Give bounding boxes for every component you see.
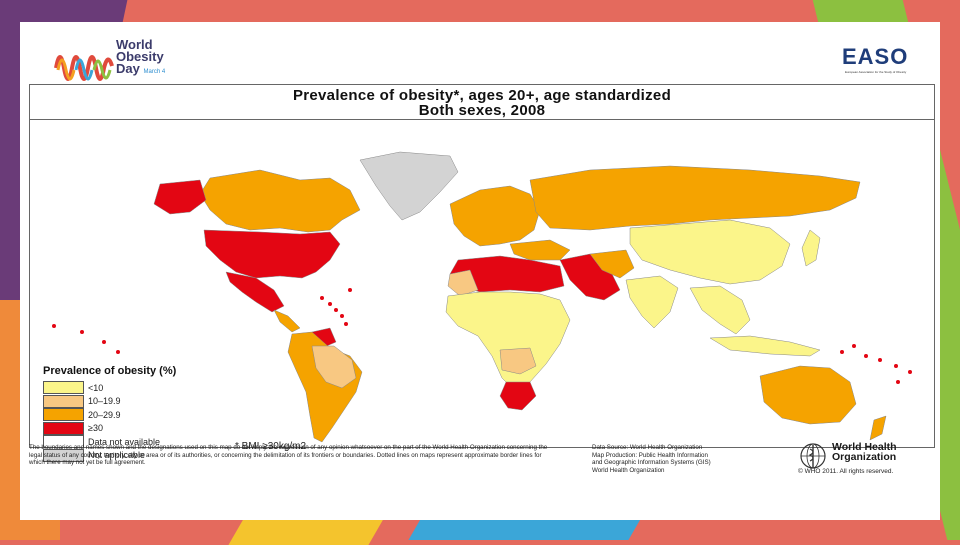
who-name-line: World Health: [832, 441, 897, 453]
region-indonesia: [709, 335, 821, 357]
region-greenland: [359, 151, 459, 221]
legend-item: 20–29.9: [43, 408, 176, 422]
world-obesity-day-logo: [54, 55, 114, 81]
world-map: [52, 151, 912, 443]
source-line: World Health Organization: [592, 466, 665, 474]
map-title-line-1: Prevalence of obesity*, ages 20+, age st…: [292, 87, 672, 104]
legend-swatch: [43, 421, 84, 435]
map-source: Data Source: World Health Organization M…: [592, 444, 802, 474]
region-brazil: [311, 345, 357, 389]
wod-line-2: Obesity: [116, 49, 164, 64]
who-name-line: Organization: [832, 451, 897, 463]
legend-item: Data not available: [43, 435, 176, 449]
region-new-zealand: [869, 415, 887, 441]
bmi-footnote: * BMI ≥30kg/m2: [235, 441, 307, 452]
region-canada: [199, 169, 361, 233]
region-central-africa: [499, 347, 537, 375]
legend-label: Data not available: [88, 436, 161, 447]
legend-label: 10–19.9: [88, 396, 121, 407]
map-title: Prevalence of obesity*, ages 20+, age st…: [30, 85, 934, 120]
region-pacific-islands: [52, 324, 912, 384]
who-map-frame: Prevalence of obesity*, ages 20+, age st…: [29, 84, 935, 462]
region-europe: [449, 185, 541, 247]
region-japan: [801, 229, 821, 267]
region-iran: [589, 249, 635, 279]
legend-item: 10–19.9: [43, 394, 176, 409]
who-name: World Health Organization: [832, 441, 897, 463]
region-mexico: [225, 271, 285, 313]
region-china: [629, 219, 791, 285]
legend-swatch: [43, 435, 84, 449]
region-southern-africa: [499, 381, 537, 411]
region-alaska: [153, 179, 207, 215]
region-caribbean: [320, 288, 352, 326]
region-sub-saharan-africa: [445, 291, 571, 393]
easo-subtitle: European Association for the Study of Ob…: [845, 70, 907, 74]
wod-line-1: World: [116, 37, 153, 52]
map-disclaimer: The boundaries and names shown and the d…: [29, 444, 548, 467]
legend-swatch: [43, 448, 84, 462]
legend-swatch: [43, 408, 84, 422]
region-southeast-asia: [689, 285, 751, 335]
world-obesity-day-text: World Obesity Day March 4: [116, 37, 166, 78]
source-line: and Geographic Information Systems (GIS): [592, 459, 711, 467]
who-emblem-icon: [800, 443, 826, 469]
wod-line-3: Day March 4: [116, 61, 166, 76]
legend-label: Not applicable: [88, 450, 146, 461]
region-australia: [759, 365, 857, 425]
legend-item: <10: [43, 381, 176, 395]
source-line: Data Source: World Health Organization: [592, 444, 703, 451]
region-central-america: [273, 309, 301, 333]
legend-item: Not applicable: [43, 448, 176, 463]
legend-title: Prevalence of obesity (%): [43, 365, 177, 377]
who-copyright: © WHO 2011. All rights reserved.: [798, 468, 894, 475]
region-west-africa-north: [447, 269, 479, 297]
region-usa: [203, 229, 341, 279]
slide: World Obesity Day March 4 EASO European …: [20, 22, 940, 520]
legend-label: <10: [88, 382, 104, 393]
map-title-line-2: Both sexes, 2008: [418, 102, 546, 119]
legend-label: 20–29.9: [88, 409, 121, 420]
region-south-asia: [625, 275, 679, 329]
easo-logo: EASO: [842, 44, 909, 69]
source-line: Map Production: Public Health Informatio…: [592, 451, 708, 459]
legend-item: ≥30: [43, 421, 176, 436]
legend-swatch: [43, 394, 84, 408]
map-legend: Prevalence of obesity (%) <10 10–19.9 20…: [43, 365, 176, 462]
legend-label: ≥30: [88, 423, 103, 434]
region-russia: [529, 165, 861, 231]
legend-swatch: [43, 381, 84, 395]
region-turkey: [509, 239, 571, 261]
wod-date: March 4: [143, 69, 166, 75]
